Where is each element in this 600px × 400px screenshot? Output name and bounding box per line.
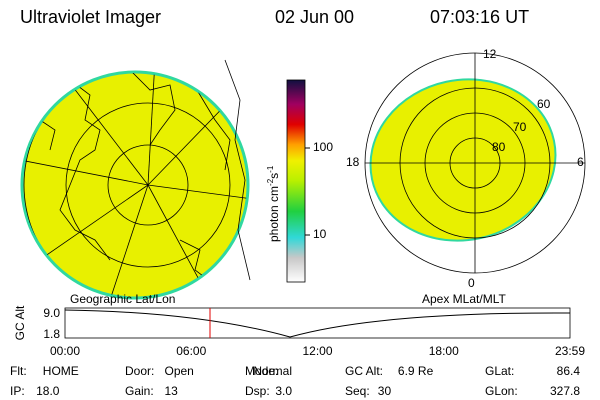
timeline-x-label: 18:00 xyxy=(429,344,459,358)
timeline-x-labels: 00:00 06:00 12:00 18:00 23:59 xyxy=(50,344,585,358)
instrument-title: Ultraviolet Imager xyxy=(20,7,161,27)
mlt-label: 18 xyxy=(346,155,360,169)
field-value: Normal xyxy=(253,364,292,378)
timeline-x-label: 06:00 xyxy=(176,344,206,358)
field-value: 13 xyxy=(165,384,179,398)
field-label: GLat: xyxy=(485,364,514,378)
mlat-label: 60 xyxy=(537,97,551,111)
field-label: GC Alt: xyxy=(345,364,383,378)
date: 02 Jun 00 xyxy=(275,7,354,27)
time: 07:03:16 UT xyxy=(430,7,529,27)
colorbar-tick-label: 10 xyxy=(313,227,327,241)
field-value: 327.8 xyxy=(550,384,580,398)
status-footer: Flt: HOME Door: Open Mode:Normal GC Alt: 6.9 R… xyxy=(10,364,580,398)
field-label: Gain: xyxy=(125,384,154,398)
mlt-label: 0 xyxy=(468,276,475,290)
field-value: 6.9 Re xyxy=(398,364,434,378)
colorbar-tick-label: 100 xyxy=(313,140,333,154)
geographic-image xyxy=(20,59,251,300)
field-value: 3.0 xyxy=(275,384,292,398)
timeline xyxy=(64,307,571,339)
field-value: Open xyxy=(165,364,194,378)
field-label: Seq: xyxy=(345,384,370,398)
field-label: Flt: xyxy=(10,364,27,378)
field-label: Dsp: xyxy=(245,384,270,398)
panel-label: Geographic Lat/Lon xyxy=(70,292,175,306)
mlat-label: 80 xyxy=(492,140,506,154)
timeline-x-label: 23:59 xyxy=(555,344,585,358)
field-value: 18.0 xyxy=(36,384,60,398)
field-label: IP: xyxy=(10,384,25,398)
timeline-axis-label: GC Alt xyxy=(13,305,27,340)
timeline-x-label: 12:00 xyxy=(302,344,332,358)
field-value: HOME xyxy=(43,364,79,378)
timeline-y-label: 1.8 xyxy=(43,327,60,341)
polar-plot xyxy=(364,52,586,274)
mlt-label: 6 xyxy=(577,155,584,169)
colorbar xyxy=(286,79,306,283)
panel-label: Apex MLat/MLT xyxy=(422,292,506,306)
field-value: 86.4 xyxy=(557,364,581,378)
field-value: 30 xyxy=(378,384,392,398)
field-label: GLon: xyxy=(485,384,518,398)
timeline-x-label: 00:00 xyxy=(50,344,80,358)
field-label: Door: xyxy=(125,364,154,378)
field-label: Mode: xyxy=(245,364,278,378)
colorbar-unit: photon cm-2s-1 xyxy=(266,165,281,242)
timeline-y-label: 9.0 xyxy=(43,306,60,320)
mlat-label: 70 xyxy=(513,120,527,134)
mlt-label: 12 xyxy=(483,47,497,61)
